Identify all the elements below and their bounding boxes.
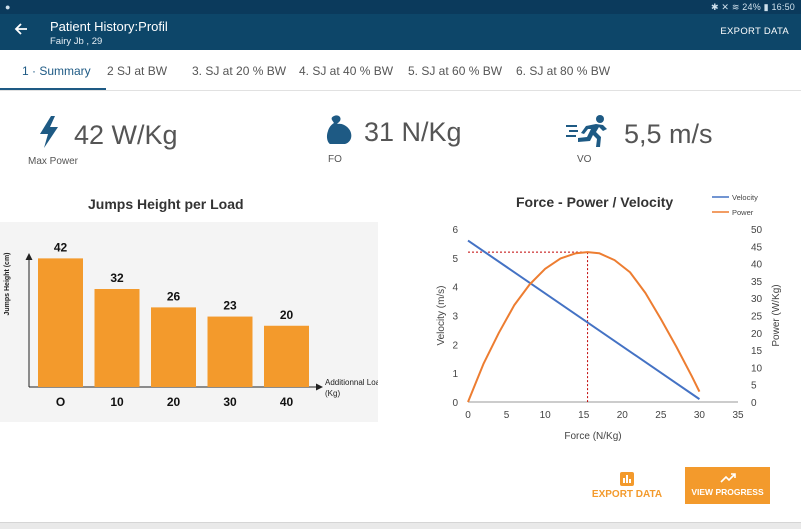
bar-value-label: 42 bbox=[54, 240, 68, 254]
legend-label: Power bbox=[732, 208, 754, 217]
y-axis-arrow bbox=[25, 253, 33, 260]
y2-tick-label: 25 bbox=[751, 312, 763, 323]
export-data-label: EXPORT DATA bbox=[591, 489, 663, 500]
x-axis-arrow bbox=[316, 383, 323, 391]
x-tick-label: 5 bbox=[504, 410, 510, 421]
y2-tick-label: 40 bbox=[751, 260, 763, 271]
bar bbox=[151, 307, 196, 387]
bar-chart-title: Jumps Height per Load bbox=[88, 196, 244, 212]
y2-tick-label: 20 bbox=[751, 329, 763, 340]
x-tick-label: 30 bbox=[223, 395, 237, 409]
tab-sj-40[interactable]: 4. SJ at 40 % BW bbox=[299, 64, 394, 78]
x-tick-label: 40 bbox=[280, 395, 294, 409]
y-tick-label: 5 bbox=[452, 254, 458, 265]
jumps-height-bar-chart: 42 O 32 10 26 20 23 30 20 40 Additionnal Load (Kg) J… bbox=[4, 240, 378, 409]
force-power-velocity-chart: 0 5 10 15 20 25 30 3501234560510152025303540455… bbox=[436, 193, 782, 442]
page-title: Patient History:Profil bbox=[50, 19, 168, 34]
x-tick-label: 20 bbox=[167, 395, 181, 409]
x-tick-label: 30 bbox=[694, 410, 706, 421]
status-info: ✱ ✕ ≋ 24% ▮ 16:50 bbox=[710, 2, 795, 12]
metric-label: VO bbox=[577, 154, 592, 165]
x-axis-label: Force (N/Kg) bbox=[564, 431, 621, 442]
metric-label: Max Power bbox=[28, 156, 79, 167]
metric-value: 42 W/Kg bbox=[74, 120, 178, 150]
legend-label: Velocity bbox=[732, 193, 758, 202]
x-tick-label: O bbox=[56, 395, 65, 409]
patient-subtitle: Fairy Jb , 29 bbox=[50, 36, 103, 47]
export-data-button[interactable]: EXPORT DATA bbox=[588, 470, 666, 504]
bottom-edge bbox=[0, 522, 801, 529]
bar bbox=[264, 325, 309, 387]
status-bar: ● ✱ ✕ ≋ 24% ▮ 16:50 bbox=[0, 0, 801, 14]
y2-tick-label: 35 bbox=[751, 277, 763, 288]
bar-value-label: 26 bbox=[167, 289, 181, 303]
tab-sj-80[interactable]: 6. SJ at 80 % BW bbox=[516, 64, 611, 78]
power-series-line bbox=[467, 251, 701, 403]
line-chart-title: Force - Power / Velocity bbox=[516, 194, 674, 210]
bar bbox=[94, 289, 140, 387]
bar bbox=[207, 316, 253, 387]
running-person-icon bbox=[566, 115, 607, 147]
view-progress-button[interactable]: VIEW PROGRESS bbox=[685, 467, 770, 504]
back-arrow-icon[interactable] bbox=[14, 22, 32, 40]
tab-summary[interactable]: 1 · Summary bbox=[22, 64, 91, 78]
active-tab-indicator bbox=[0, 88, 106, 90]
notification-icon: ● bbox=[5, 2, 11, 12]
y2-tick-label: 0 bbox=[751, 398, 757, 409]
y-axis-label: Velocity (m/s) bbox=[436, 285, 447, 345]
x-tick-label: 0 bbox=[465, 410, 471, 421]
x-tick-label: 10 bbox=[110, 395, 124, 409]
x-tick-label: 15 bbox=[578, 410, 590, 421]
tab-bar: 1 · Summary 2 SJ at BW 3. SJ at 20 % BW … bbox=[0, 50, 801, 91]
y2-tick-label: 45 bbox=[751, 242, 763, 253]
y2-axis-label: Power (W/Kg) bbox=[771, 284, 782, 346]
metric-value: 31 N/Kg bbox=[364, 117, 462, 147]
view-progress-label: VIEW PROGRESS bbox=[691, 487, 764, 497]
y-axis-label: Jumps Height (cm) bbox=[4, 252, 11, 315]
velocity-series-line bbox=[467, 239, 700, 400]
y2-tick-label: 5 bbox=[751, 381, 757, 392]
bar-chart-icon bbox=[620, 472, 634, 486]
flexed-arm-icon bbox=[326, 115, 352, 144]
x-axis-label-line1: Additionnal Load bbox=[325, 378, 378, 387]
export-data-action[interactable]: EXPORT DATA bbox=[720, 26, 789, 37]
metric-value: 5,5 m/s bbox=[624, 119, 713, 149]
y-tick-label: 6 bbox=[452, 225, 458, 236]
y2-tick-label: 50 bbox=[751, 225, 763, 236]
y-tick-label: 0 bbox=[452, 398, 458, 409]
y2-tick-label: 30 bbox=[751, 294, 763, 305]
y-tick-label: 3 bbox=[452, 312, 458, 323]
bar-value-label: 20 bbox=[280, 308, 294, 322]
y2-tick-label: 10 bbox=[751, 363, 763, 374]
bar-value-label: 23 bbox=[223, 299, 237, 313]
bar bbox=[38, 258, 83, 387]
lightning-icon bbox=[40, 116, 58, 148]
y-tick-label: 2 bbox=[452, 340, 458, 351]
tab-sj-60[interactable]: 5. SJ at 60 % BW bbox=[408, 64, 503, 78]
x-tick-label: 20 bbox=[617, 410, 629, 421]
y-tick-label: 1 bbox=[452, 369, 458, 380]
trending-up-icon bbox=[719, 473, 736, 483]
y2-tick-label: 15 bbox=[751, 346, 763, 357]
tab-sj-20[interactable]: 3. SJ at 20 % BW bbox=[192, 64, 287, 78]
x-tick-label: 35 bbox=[732, 410, 744, 421]
x-axis-label-line2: (Kg) bbox=[325, 389, 340, 398]
y-tick-label: 4 bbox=[452, 283, 458, 294]
x-tick-label: 25 bbox=[655, 410, 667, 421]
app-bar: Patient History:Profil Fairy Jb , 29 EXP… bbox=[0, 14, 801, 50]
bar-value-label: 32 bbox=[110, 271, 124, 285]
tab-sj-bw[interactable]: 2 SJ at BW bbox=[107, 64, 168, 78]
x-tick-label: 10 bbox=[540, 410, 552, 421]
metric-label: FO bbox=[328, 154, 342, 165]
